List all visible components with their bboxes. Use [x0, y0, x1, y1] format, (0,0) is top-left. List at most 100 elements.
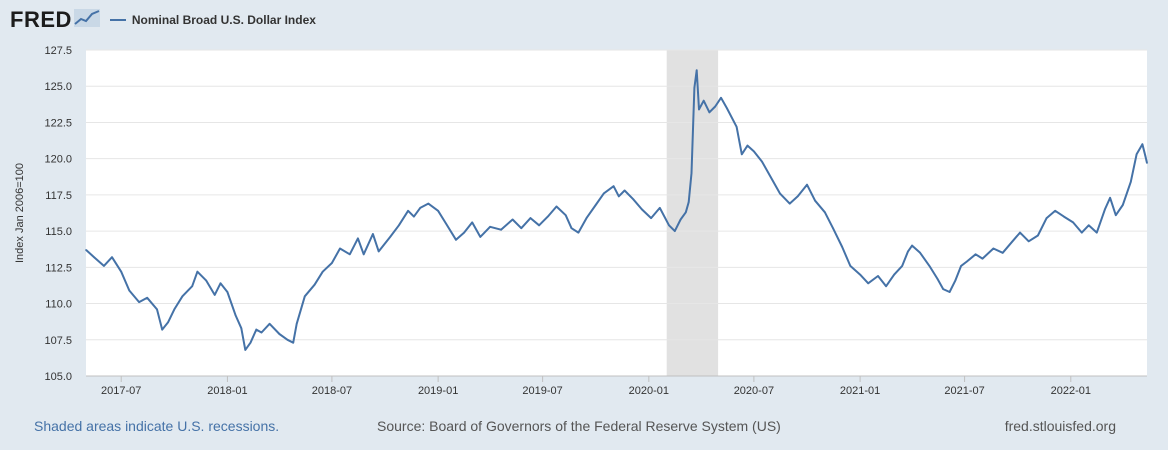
data-point	[427, 202, 430, 205]
data-point	[788, 202, 791, 205]
data-point	[761, 160, 763, 163]
x-tick-label: 2017-07	[101, 385, 141, 397]
data-point	[303, 295, 306, 298]
data-point	[1027, 240, 1030, 243]
data-point	[419, 207, 422, 209]
data-point	[687, 201, 690, 203]
legend-series-name: Nominal Broad U.S. Dollar Index	[131, 13, 316, 27]
data-point	[1045, 217, 1048, 219]
chart-header: FRED Nominal Broad U.S. Dollar Index	[10, 6, 316, 34]
y-tick-label: 125.0	[44, 81, 72, 93]
data-point	[1115, 214, 1117, 216]
data-point	[362, 253, 365, 256]
data-point	[93, 256, 95, 258]
recession-band	[666, 50, 719, 376]
data-point	[520, 227, 523, 230]
data-point	[1001, 252, 1004, 254]
data-point	[907, 250, 909, 253]
x-tick-label: 2022-01	[1051, 385, 1091, 397]
data-point	[901, 265, 904, 267]
data-point	[867, 282, 869, 285]
chart-legend: Nominal Broad U.S. Dollar Index	[109, 13, 316, 27]
data-point	[313, 283, 316, 286]
data-point	[1144, 154, 1147, 157]
data-point	[167, 321, 169, 324]
data-point	[841, 246, 844, 248]
data-point	[1095, 231, 1098, 234]
x-tick-label: 2019-01	[418, 385, 458, 397]
data-point	[618, 195, 620, 198]
data-point	[714, 105, 717, 108]
data-point	[349, 253, 351, 256]
fred-logo[interactable]: FRED	[10, 7, 72, 32]
data-point	[1054, 210, 1057, 212]
x-tick-label: 2018-07	[312, 385, 352, 397]
data-point	[1063, 215, 1065, 218]
data-point	[463, 231, 465, 234]
y-tick-label: 110.0	[45, 299, 72, 311]
data-point	[156, 308, 158, 311]
data-point	[219, 282, 222, 285]
data-point	[1080, 231, 1083, 234]
data-point	[1141, 143, 1144, 145]
data-point	[974, 253, 977, 256]
data-point	[196, 270, 199, 273]
data-point	[679, 218, 682, 221]
data-point	[398, 224, 400, 227]
data-point	[824, 211, 826, 214]
data-point	[120, 270, 123, 273]
site-link[interactable]: fred.stlouisfed.org	[1004, 418, 1116, 434]
data-point	[720, 97, 722, 99]
data-point	[85, 249, 87, 251]
data-point	[779, 192, 781, 195]
data-point	[814, 199, 816, 202]
data-point	[770, 178, 773, 180]
data-point	[966, 260, 968, 263]
data-point	[992, 247, 995, 250]
data-point	[407, 210, 409, 212]
data-point	[389, 236, 392, 238]
data-point	[445, 223, 448, 225]
data-point	[146, 296, 148, 299]
data-point	[213, 294, 216, 296]
y-tick-label: 117.5	[45, 190, 72, 202]
data-point	[511, 218, 514, 221]
data-point	[877, 275, 879, 277]
y-tick-label: 127.5	[44, 45, 72, 57]
data-point	[668, 224, 670, 227]
data-point	[372, 233, 374, 235]
data-point	[1104, 208, 1106, 211]
data-point	[693, 86, 696, 89]
data-point	[960, 265, 962, 267]
data-point	[1146, 162, 1148, 164]
data-point	[603, 192, 605, 195]
data-point	[650, 217, 652, 219]
y-tick-label: 122.5	[44, 117, 72, 129]
data-point	[377, 250, 380, 253]
y-tick-label: 107.5	[44, 335, 72, 347]
data-point	[658, 207, 661, 209]
y-axis-label: Index Jan 2006=100	[14, 163, 26, 263]
data-point	[292, 341, 295, 344]
data-point	[796, 195, 799, 198]
data-point	[735, 125, 738, 128]
data-point	[1010, 241, 1013, 244]
data-point	[832, 227, 834, 230]
data-point	[138, 301, 140, 303]
data-point	[753, 150, 755, 153]
data-point	[859, 273, 861, 276]
x-tick-label: 2019-07	[522, 385, 562, 397]
data-point	[255, 328, 258, 331]
data-point	[885, 285, 887, 287]
data-point	[161, 328, 163, 331]
data-point	[577, 231, 580, 234]
data-point	[103, 265, 105, 267]
x-tick-label: 2018-01	[207, 385, 247, 397]
data-point	[226, 291, 229, 293]
data-point	[948, 291, 951, 293]
data-point	[632, 198, 635, 201]
y-tick-label: 120.0	[44, 154, 72, 166]
data-point	[500, 228, 502, 231]
data-point	[268, 323, 271, 325]
data-point	[1072, 221, 1074, 224]
